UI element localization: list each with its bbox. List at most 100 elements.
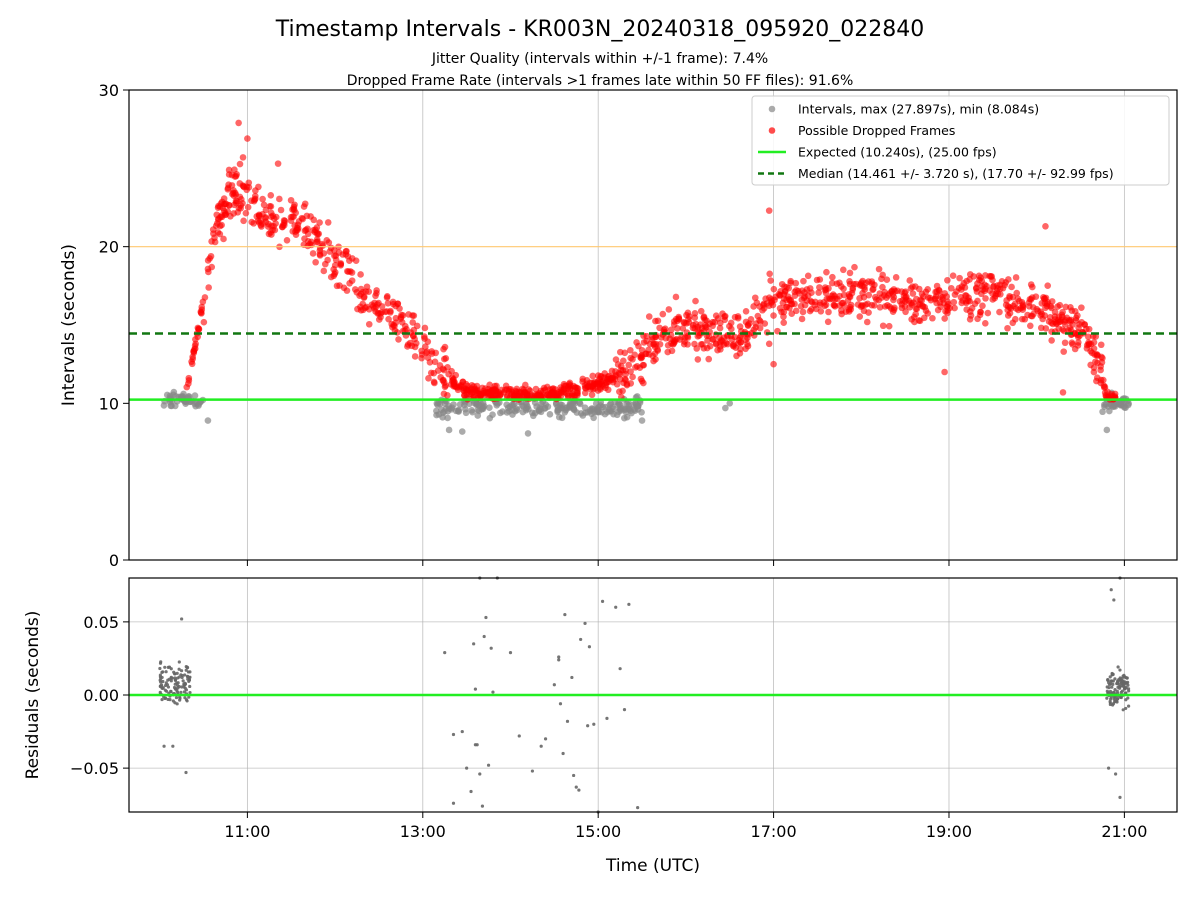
interval-point [445,426,453,434]
dropped-frame-point [581,389,589,397]
dropped-frame-point [901,298,909,305]
dropped-frame-point [331,270,338,278]
dropped-frame-point [1061,339,1069,347]
residual-point [178,696,182,700]
dropped-frame-point [798,315,806,323]
intervals-reference-lines [129,246,1177,401]
dropped-frame-point [1048,298,1056,305]
dropped-frame-point [854,301,862,308]
residual-point [570,675,574,680]
dropped-frame-point [678,333,685,340]
interval-point [579,412,587,419]
dropped-frame-point [428,350,436,357]
residual-point [176,681,180,685]
dropped-frame-point [846,269,854,277]
dropped-frame-point [933,288,941,296]
interval-point [505,407,513,415]
dropped-frame-point [421,335,428,342]
dropped-frame-point [237,202,245,209]
dropped-frame-point [937,293,945,300]
dropped-frame-point [473,382,481,390]
residual-point [1114,772,1118,776]
dropped-frame-point [625,361,633,369]
interval-point [462,409,470,417]
residual-point [1109,695,1113,699]
dropped-frame-point [1029,283,1036,291]
residual-point [1125,676,1129,680]
interval-point [546,411,554,418]
dropped-frame-point [323,237,331,244]
residual-point [168,698,172,702]
residual-point [1115,689,1119,693]
dropped-frame-point [200,318,208,326]
dropped-frame-point [326,248,334,255]
dropped-frame-point [982,285,989,293]
dropped-frame-point [863,318,871,326]
residual-point [443,650,447,655]
dropped-frame-point [227,213,234,220]
dropped-frame-point [614,361,622,368]
residual-point [622,708,627,712]
residual-point [1112,598,1116,602]
residual-point [484,615,488,620]
dropped-frame-point [1029,304,1037,311]
interval-point [204,417,212,424]
residual-point [164,689,169,693]
dropped-frame-point [686,313,693,320]
interval-point [722,404,729,412]
residual-point [1115,682,1120,686]
interval-point [628,409,635,417]
dropped-frame-point [259,211,266,218]
dropped-frame-point [726,322,733,330]
residual-point [614,605,618,609]
dropped-frame-point [710,335,717,343]
dropped-frame-point [858,282,866,290]
residual-point [1105,696,1109,700]
residual-point [472,642,476,646]
dropped-frame-point [654,317,662,325]
interval-point [613,411,621,419]
residual-point [1119,681,1124,685]
dropped-frame-point [360,293,368,301]
interval-point [1122,404,1129,412]
interval-point [562,404,570,412]
chart-subtitle-dropped: Dropped Frame Rate (intervals >1 frames … [347,73,854,89]
dropped-frame-point [659,310,667,318]
dropped-frame-point [513,385,521,393]
dropped-frame-point [632,364,639,371]
dropped-frame-point [734,313,742,320]
residual-point [175,683,180,688]
dropped-frame-point [829,273,836,281]
dropped-frame-point [459,378,467,386]
dropped-frame-point [823,268,830,276]
dropped-frame-point [357,271,364,278]
dropped-frame-point [201,294,209,301]
dropped-frame-point [736,349,744,357]
y-tick-label: 10 [99,394,119,413]
dropped-frame-point [248,218,256,226]
residual-point [1108,689,1113,694]
dropped-frame-point [885,322,893,330]
dropped-frame-point [204,257,212,264]
dropped-frame-point [906,304,913,311]
residual-point [159,660,163,664]
residual-point [1111,702,1116,706]
dropped-frame-point [772,293,780,301]
dropped-frame-point [780,295,788,302]
residual-point [172,670,176,674]
x-tick-label: 21:00 [1101,822,1147,841]
dropped-frame-point [1004,324,1011,332]
legend-label: Possible Dropped Frames [798,123,955,138]
dropped-frame-point [204,265,212,273]
residual-point [1106,678,1110,682]
residual-point [543,737,548,741]
dropped-frame-point [666,335,674,343]
dropped-frame-point [876,303,884,311]
dropped-frame-point [620,357,627,365]
dropped-frame-point [1042,325,1050,332]
residual-point [1119,678,1123,682]
intervals-y-axis-label: Intervals (seconds) [59,244,79,406]
dropped-frame-point [966,298,973,305]
residual-point [480,804,485,808]
dropped-frame-point [441,343,449,351]
